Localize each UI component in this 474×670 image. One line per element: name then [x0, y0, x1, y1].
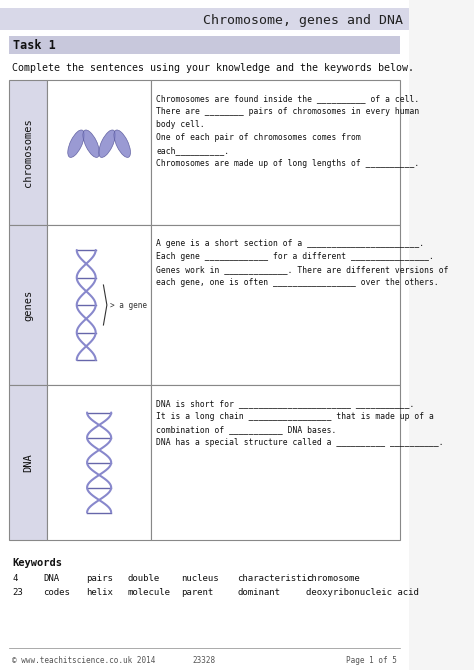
Text: genes: genes: [23, 289, 33, 321]
Text: It is a long chain _________________ that is made up of a: It is a long chain _________________ tha…: [156, 412, 434, 421]
Text: each__________.: each__________.: [156, 146, 229, 155]
Text: Each gene _____________ for a different ________________.: Each gene _____________ for a different …: [156, 252, 434, 261]
Bar: [151, 225, 400, 385]
Text: 4: 4: [12, 574, 18, 583]
Text: each gene, one is often _________________ over the others.: each gene, one is often ________________…: [156, 278, 439, 287]
Text: DNA has a special structure called a __________ __________.: DNA has a special structure called a ___…: [156, 438, 444, 447]
Text: DNA: DNA: [43, 574, 59, 583]
Text: characteristic: characteristic: [237, 574, 312, 583]
Bar: [9, 36, 400, 54]
Text: chromosomes: chromosomes: [23, 118, 33, 187]
Text: One of each pair of chromosomes comes from: One of each pair of chromosomes comes fr…: [156, 133, 361, 142]
Bar: [0, 8, 409, 30]
Bar: [9, 80, 47, 225]
Text: Task 1: Task 1: [13, 39, 55, 52]
Bar: [9, 225, 47, 385]
Text: dominant: dominant: [237, 588, 280, 597]
Text: parent: parent: [181, 588, 213, 597]
Bar: [151, 385, 400, 540]
Text: Complete the sentences using your knowledge and the keywords below.: Complete the sentences using your knowle…: [12, 63, 414, 73]
Text: 23: 23: [12, 588, 23, 597]
Text: nucleus: nucleus: [181, 574, 219, 583]
Text: helix: helix: [86, 588, 113, 597]
Text: molecule: molecule: [128, 588, 171, 597]
Text: A gene is a short section of a _______________________.: A gene is a short section of a _________…: [156, 239, 424, 248]
Bar: [9, 385, 47, 540]
Ellipse shape: [83, 130, 100, 157]
Text: deoxyribonucleic acid: deoxyribonucleic acid: [306, 588, 419, 597]
Text: codes: codes: [43, 588, 70, 597]
Text: DNA: DNA: [23, 453, 33, 472]
Text: double: double: [128, 574, 160, 583]
Text: © www.teachitscience.co.uk 2014: © www.teachitscience.co.uk 2014: [12, 656, 155, 665]
Bar: [47, 80, 151, 225]
Text: > a gene: > a gene: [110, 301, 147, 310]
Text: Chromosomes are made up of long lengths of __________.: Chromosomes are made up of long lengths …: [156, 159, 419, 168]
Text: combination of ___________ DNA bases.: combination of ___________ DNA bases.: [156, 425, 337, 434]
Ellipse shape: [68, 130, 84, 157]
Text: Page 1 of 5: Page 1 of 5: [346, 656, 397, 665]
Text: 23328: 23328: [193, 656, 216, 665]
Bar: [47, 225, 151, 385]
Text: Chromosomes are found inside the __________ of a cell.: Chromosomes are found inside the _______…: [156, 94, 419, 103]
Ellipse shape: [99, 130, 115, 157]
Text: There are ________ pairs of chromosomes in every human: There are ________ pairs of chromosomes …: [156, 107, 419, 116]
Text: Genes work in _____________. There are different versions of: Genes work in _____________. There are d…: [156, 265, 448, 274]
Text: chromosome: chromosome: [306, 574, 360, 583]
Bar: [47, 385, 151, 540]
Ellipse shape: [114, 130, 130, 157]
Text: Keywords: Keywords: [12, 558, 62, 568]
Text: pairs: pairs: [86, 574, 113, 583]
Text: Chromosome, genes and DNA: Chromosome, genes and DNA: [203, 13, 403, 27]
Text: DNA is short for _______________________ ___________.: DNA is short for _______________________…: [156, 399, 414, 408]
Text: body cell.: body cell.: [156, 120, 205, 129]
Bar: [151, 80, 400, 225]
